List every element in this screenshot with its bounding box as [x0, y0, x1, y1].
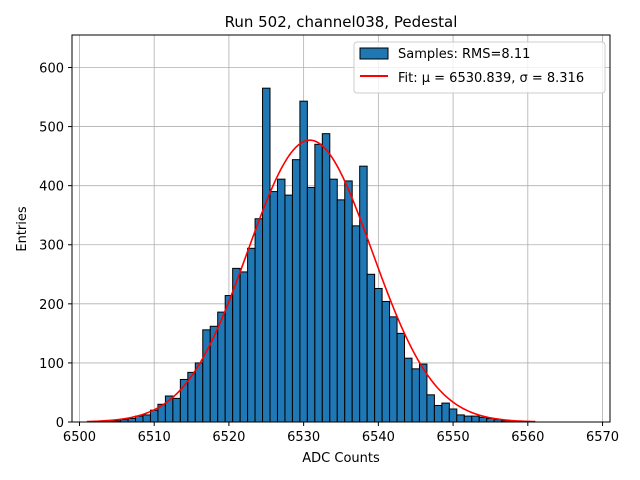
histogram-bar [276, 178, 286, 423]
histogram-bar [329, 178, 338, 423]
x-tick-label: 6530 [287, 430, 320, 445]
histogram-bar [284, 194, 293, 423]
y-tick-label: 100 [39, 357, 64, 372]
histogram-bar [336, 199, 346, 423]
histogram-bar [239, 271, 249, 423]
histogram-bar [299, 100, 308, 423]
histogram-bar [404, 357, 413, 423]
x-tick-label: 6510 [138, 430, 171, 445]
histogram-bar [448, 408, 458, 423]
histogram-bar [262, 87, 271, 423]
histogram-bar [172, 397, 181, 423]
histogram-bar [247, 247, 256, 423]
histogram-bar [478, 416, 488, 423]
histogram-bar [149, 409, 159, 423]
legend: Samples: RMS=8.11 Fit: μ = 6530.839, σ =… [353, 41, 606, 94]
axes [68, 34, 611, 426]
histogram-bar [389, 316, 398, 423]
x-tick-label: 6520 [212, 430, 245, 445]
chart-title: Run 502, channel038, Pedestal [225, 13, 458, 31]
x-tick-label: 6570 [586, 430, 619, 445]
legend-swatch-samples [359, 47, 389, 60]
histogram-bar [411, 368, 420, 423]
fit-curve [86, 139, 536, 423]
histogram-bar [374, 287, 383, 423]
histogram-bar [291, 159, 301, 423]
y-tick-label: 500 [39, 121, 64, 136]
histogram-bar [202, 329, 211, 423]
histogram-bar [381, 300, 391, 423]
histogram-bar [471, 415, 480, 423]
histogram-bar [217, 311, 226, 423]
histogram-bar [127, 417, 137, 423]
histogram-bar [254, 218, 264, 423]
tick-labels: 6500 6510 6520 6530 6540 6550 6560 6570 0 100 200 3… [39, 61, 619, 445]
legend-box [353, 41, 606, 94]
histogram-bar [433, 404, 443, 423]
legend-label-fit: Fit: μ = 6530.839, σ = 8.316 [398, 71, 584, 86]
histogram-bar [269, 191, 278, 423]
y-tick-label: 0 [56, 416, 64, 431]
histogram-bar [232, 267, 241, 423]
histogram-bar [426, 394, 435, 423]
histogram-bar [463, 415, 473, 423]
y-tick-label: 600 [39, 61, 64, 76]
histogram-bar [194, 362, 204, 423]
histogram-bar [366, 273, 376, 423]
x-tick-label: 6540 [362, 430, 395, 445]
x-tick-label: 6550 [437, 430, 470, 445]
x-tick-label: 6500 [63, 430, 96, 445]
fit-curve-layer [86, 139, 536, 423]
histogram-bar [396, 332, 406, 423]
histogram-bar [306, 186, 316, 423]
histogram-bar [314, 143, 323, 423]
y-axis-label: Entries [15, 206, 30, 252]
histogram-bar [359, 165, 368, 423]
histogram-bar [321, 133, 331, 423]
histogram-bar [344, 180, 353, 423]
histogram-bar [456, 414, 465, 423]
histogram-bar [441, 402, 450, 423]
x-axis-label: ADC Counts [302, 451, 380, 466]
x-tick-label: 6560 [511, 430, 544, 445]
grid-lines [72, 35, 610, 423]
histogram-bars [97, 87, 525, 423]
plot-frame [71, 34, 611, 423]
y-tick-label: 300 [39, 239, 64, 254]
y-tick-label: 200 [39, 298, 64, 313]
legend-label-samples: Samples: RMS=8.11 [398, 47, 530, 62]
histogram-bar [351, 225, 361, 423]
y-tick-label: 400 [39, 180, 64, 195]
histogram-bar [142, 414, 151, 423]
histogram-bar [224, 295, 234, 423]
